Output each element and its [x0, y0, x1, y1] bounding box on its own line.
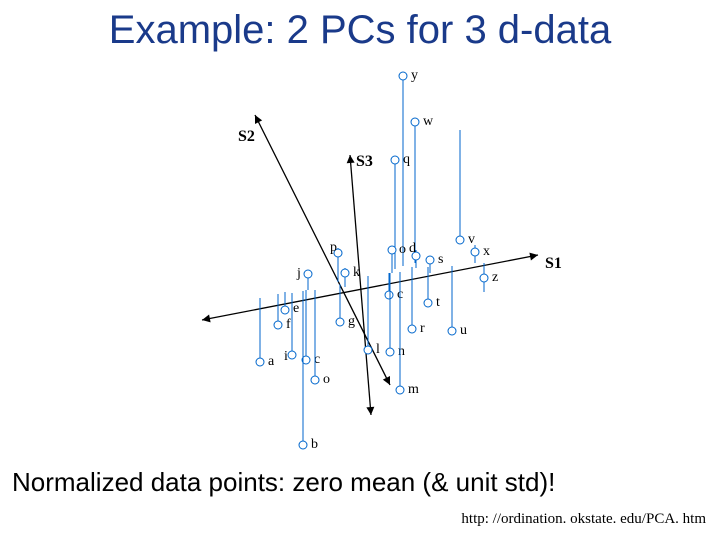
point-label-y: y: [411, 68, 418, 84]
point-label-q: q: [403, 152, 410, 168]
stem-u: [452, 266, 453, 331]
source-url: http: //ordination. okstate. edu/PCA. ht…: [461, 511, 706, 528]
point-label-x: x: [483, 244, 490, 260]
stem-y: [403, 80, 404, 266]
point-k: [341, 269, 350, 278]
point-label-z: z: [492, 270, 498, 286]
point-label-j: j: [297, 266, 301, 282]
axes-svg: [120, 60, 600, 470]
point-z: [480, 274, 489, 283]
point-label-e: e: [293, 301, 299, 317]
point-q: [391, 156, 400, 165]
point-o2: [311, 376, 320, 385]
point-v: [456, 236, 465, 245]
point-label-a: a: [268, 354, 274, 370]
stem-n: [390, 273, 391, 352]
point-m: [396, 386, 405, 395]
point-x: [471, 248, 480, 257]
stem-i: [292, 293, 293, 355]
page-title: Example: 2 PCs for 3 d-data: [0, 8, 720, 53]
point-label-w: w: [423, 114, 433, 130]
point-o: [388, 246, 397, 255]
point-w: [411, 118, 420, 127]
point-label-k: k: [353, 265, 360, 281]
axis-label-s2: S2: [238, 128, 255, 146]
axis-label-s1: S1: [545, 255, 562, 273]
stem-b: [303, 291, 304, 445]
point-label-s: s: [438, 252, 443, 268]
point-label-o: o: [399, 242, 406, 258]
point-t: [424, 299, 433, 308]
point-label-o2: o: [323, 372, 330, 388]
point-i: [288, 351, 297, 360]
point-label-t: t: [436, 295, 440, 311]
point-label-g: g: [348, 314, 355, 330]
point-label-b: b: [311, 437, 318, 453]
point-r: [408, 325, 417, 334]
point-label-p: p: [330, 240, 337, 256]
stem-a: [260, 298, 261, 362]
point-label-f: f: [286, 317, 291, 333]
point-j: [304, 270, 313, 279]
point-f: [274, 321, 283, 330]
caption-text: Normalized data points: zero mean (& uni…: [12, 467, 708, 498]
stem-m: [400, 272, 401, 390]
point-label-d: d: [409, 241, 416, 257]
point-s: [426, 256, 435, 265]
point-l: [364, 346, 373, 355]
point-u: [448, 327, 457, 336]
point-b: [299, 441, 308, 450]
point-y: [399, 72, 408, 81]
point-e: [281, 306, 290, 315]
pca-plot: S1S2S3ywqvxzdsopkjctrugeflnicaomb: [120, 60, 600, 470]
point-label-l: l: [376, 342, 380, 358]
stem-r: [412, 267, 413, 329]
point-label-r: r: [420, 321, 425, 337]
point-n: [386, 348, 395, 357]
point-label-i: i: [284, 349, 288, 365]
axis-label-s3: S3: [356, 153, 373, 171]
point-label-m: m: [408, 382, 419, 398]
stem-o2: [315, 290, 316, 381]
stem-g: [340, 284, 341, 322]
stem-c2: [306, 290, 307, 360]
point-a: [256, 358, 265, 367]
point-label-u: u: [460, 323, 467, 339]
stem-l: [368, 276, 369, 350]
stem-v: [460, 130, 461, 236]
point-g: [336, 318, 345, 327]
